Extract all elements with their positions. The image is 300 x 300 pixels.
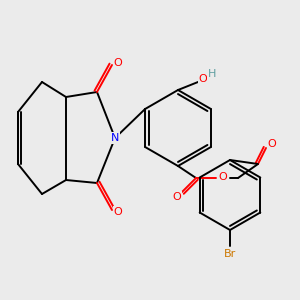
Text: N: N [111, 133, 119, 143]
Text: Br: Br [224, 249, 236, 259]
Text: O: O [114, 58, 122, 68]
Text: H: H [208, 69, 216, 79]
Text: O: O [172, 192, 182, 202]
Text: O: O [199, 74, 207, 84]
Text: O: O [114, 207, 122, 217]
Text: O: O [268, 139, 276, 149]
Text: O: O [219, 172, 227, 182]
